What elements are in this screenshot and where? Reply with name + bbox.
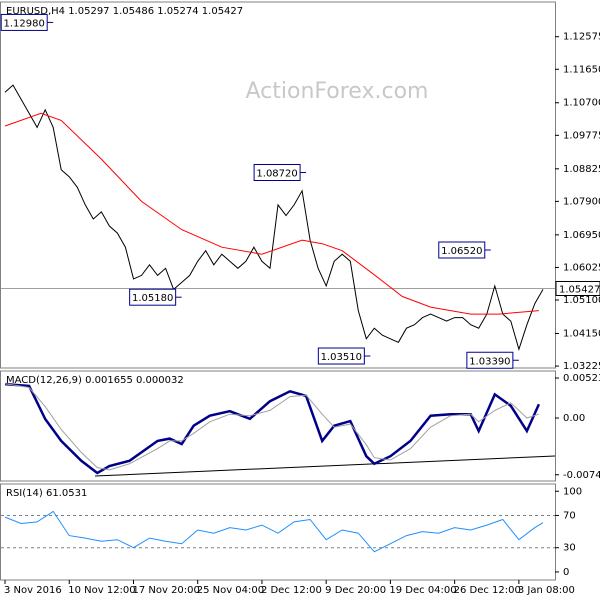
y-tick-label: 0.005239 — [563, 373, 600, 384]
annotation-box — [438, 241, 486, 259]
y-tick-label: 1.11650 — [563, 64, 600, 75]
y-tick-label: 30 — [563, 543, 576, 554]
annotation-label: 1.03390 — [469, 356, 510, 367]
x-tick-label: 2 Dec 12:00 — [261, 585, 322, 596]
annotation-box — [129, 288, 177, 306]
panel-title: EURUSD,H4 1.05297 1.05486 1.05274 1.0542… — [6, 6, 243, 17]
y-tick-label: 1.08825 — [563, 164, 600, 175]
x-tick-label: 10 Nov 12:00 — [68, 585, 135, 596]
y-tick-label: 1.10700 — [563, 98, 600, 109]
last-price-box — [555, 280, 600, 296]
trend-line — [94, 455, 556, 477]
annotation-box — [253, 163, 301, 181]
panel-title: RSI(14) 61.0531 — [6, 488, 87, 499]
y-tick-label: 1.06025 — [563, 262, 600, 273]
annotation-label: 1.06520 — [441, 246, 482, 257]
annotation-label: 1.12980 — [4, 18, 45, 29]
annotation-label: 1.05180 — [132, 293, 173, 304]
x-tick-label: 19 Dec 04:00 — [389, 585, 456, 596]
y-tick-label: 0 — [563, 567, 569, 578]
y-tick-label: 1.03225 — [563, 361, 600, 372]
panel-frame — [0, 1, 556, 369]
annotation-label: 1.03510 — [321, 352, 362, 363]
y-tick-label: 0.00 — [563, 413, 585, 424]
panel-frame — [0, 483, 556, 581]
y-tick-label: 1.07900 — [563, 196, 600, 207]
y-tick-label: 100 — [563, 486, 582, 497]
y-tick-label: 1.12575 — [563, 32, 600, 43]
y-tick-label: 70 — [563, 510, 576, 521]
series-line — [4, 84, 544, 352]
y-tick-label: 1.05100 — [563, 295, 600, 306]
y-tick-label: -0.007433 — [563, 470, 600, 481]
x-tick-label: 3 Nov 2016 — [4, 585, 62, 596]
annotation-label: 1.08720 — [256, 168, 297, 179]
x-tick-label: 17 Nov 20:00 — [132, 585, 199, 596]
x-tick-label: 9 Dec 20:00 — [325, 585, 386, 596]
series-line — [4, 382, 541, 475]
series-line — [4, 112, 539, 315]
series-line — [4, 510, 544, 553]
x-tick-label: 25 Nov 04:00 — [197, 585, 264, 596]
y-tick-label: 1.06950 — [563, 230, 600, 241]
annotation-box — [0, 13, 48, 31]
panel-title: MACD(12,26,9) 0.001655 0.000032 — [6, 375, 184, 386]
annotation-box — [317, 347, 365, 365]
y-tick-label: 1.09775 — [563, 130, 600, 141]
watermark: ActionForex.com — [246, 79, 429, 104]
annotation-box — [466, 351, 514, 369]
last-price-label: 1.05427 — [559, 284, 600, 295]
y-tick-label: 1.04150 — [563, 328, 600, 339]
x-tick-label: 26 Dec 12:00 — [454, 585, 521, 596]
panel-frame — [0, 370, 556, 482]
series-line — [4, 383, 540, 471]
x-tick-label: 3 Jan 08:00 — [518, 585, 575, 596]
